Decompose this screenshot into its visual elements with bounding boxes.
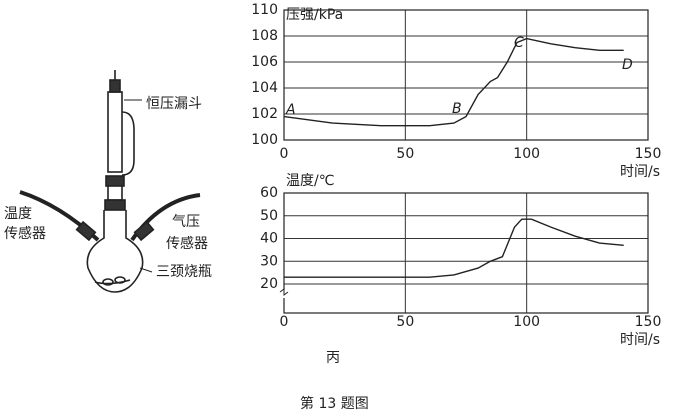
point-label: D	[622, 57, 633, 73]
caption: 第 13 题图	[300, 395, 369, 412]
y-tick-label: 110	[251, 2, 278, 18]
y-tick-label: 104	[251, 80, 278, 96]
x-tick-label: 150	[635, 314, 662, 330]
y-axis-label: 温度/℃	[286, 173, 334, 189]
point-label: C	[514, 35, 524, 51]
x-tick-label: 50	[396, 314, 414, 330]
x-tick-label: 0	[280, 314, 289, 330]
y-tick-label: 40	[260, 231, 278, 247]
diagram-label: 三颈烧瓶	[156, 264, 212, 280]
data-line	[283, 37, 624, 127]
diagram-label: 气压	[172, 214, 200, 230]
y-tick-label: 30	[260, 253, 278, 269]
x-axis-label: 时间/s	[620, 164, 660, 180]
y-tick-label: 100	[251, 132, 278, 148]
plot-frame	[283, 192, 649, 314]
plot-frame	[283, 9, 649, 141]
y-tick-label: 60	[260, 185, 278, 201]
y-tick-label: 106	[251, 54, 278, 70]
data-line	[284, 218, 624, 278]
x-tick-label: 0	[280, 146, 289, 162]
axis-break	[279, 288, 289, 296]
diagram-label: 传感器	[166, 235, 208, 252]
x-axis-label: 时间/s	[620, 332, 660, 348]
x-tick-label: 100	[513, 314, 540, 330]
x-tick-label: 50	[396, 146, 414, 162]
y-tick-label: 50	[260, 208, 278, 224]
point-label: B	[452, 101, 462, 117]
diagram-label: 温度	[4, 206, 32, 222]
apparatus	[19, 70, 201, 293]
y-tick-label: 108	[251, 28, 278, 44]
diagram-label: 恒压漏斗	[146, 96, 202, 112]
diagram-label: 传感器	[4, 225, 46, 242]
point-label: A	[285, 102, 296, 118]
panel-label: 丙	[326, 350, 340, 366]
x-tick-label: 150	[635, 146, 662, 162]
y-axis-label: 压强/kPa	[286, 7, 343, 23]
y-tick-label: 102	[251, 106, 278, 122]
y-tick-label: 20	[260, 276, 278, 292]
x-tick-label: 100	[513, 146, 540, 162]
